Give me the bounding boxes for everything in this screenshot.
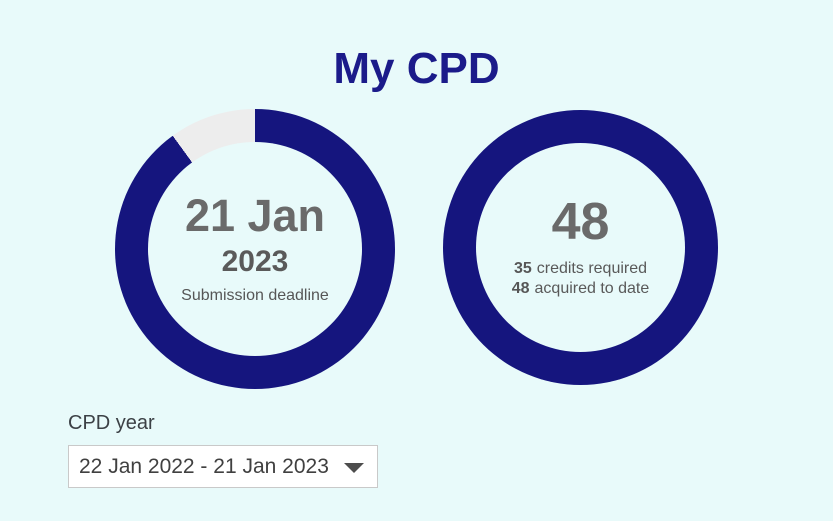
credits-required-line: 35 credits required (514, 259, 647, 279)
deadline-donut-center: 21 Jan 2023 Submission deadline (148, 142, 362, 356)
credits-total: 48 (551, 193, 610, 251)
cpd-year-select[interactable]: 22 Jan 2022 - 21 Jan 2023 (68, 445, 378, 488)
credits-acquired-label: acquired to date (534, 280, 650, 297)
chevron-down-icon (344, 463, 364, 473)
credits-required-label: credits required (536, 260, 648, 277)
cpd-year-label: CPD year (68, 412, 155, 434)
cpd-year-selected-value: 22 Jan 2022 - 21 Jan 2023 (79, 454, 329, 478)
page-title: My CPD (333, 44, 500, 93)
credits-acquired-line: 48 acquired to date (512, 279, 650, 299)
credits-donut-center: 48 35 credits required 48 acquired to da… (476, 143, 685, 352)
deadline-donut-chart: 21 Jan 2023 Submission deadline (115, 109, 395, 389)
credits-acquired-value: 48 (511, 280, 530, 297)
credits-donut-chart: 48 35 credits required 48 acquired to da… (443, 110, 718, 385)
deadline-caption: Submission deadline (181, 287, 329, 304)
deadline-year: 2023 (221, 245, 289, 278)
credits-required-value: 35 (513, 260, 532, 277)
deadline-date: 21 Jan (184, 190, 326, 241)
